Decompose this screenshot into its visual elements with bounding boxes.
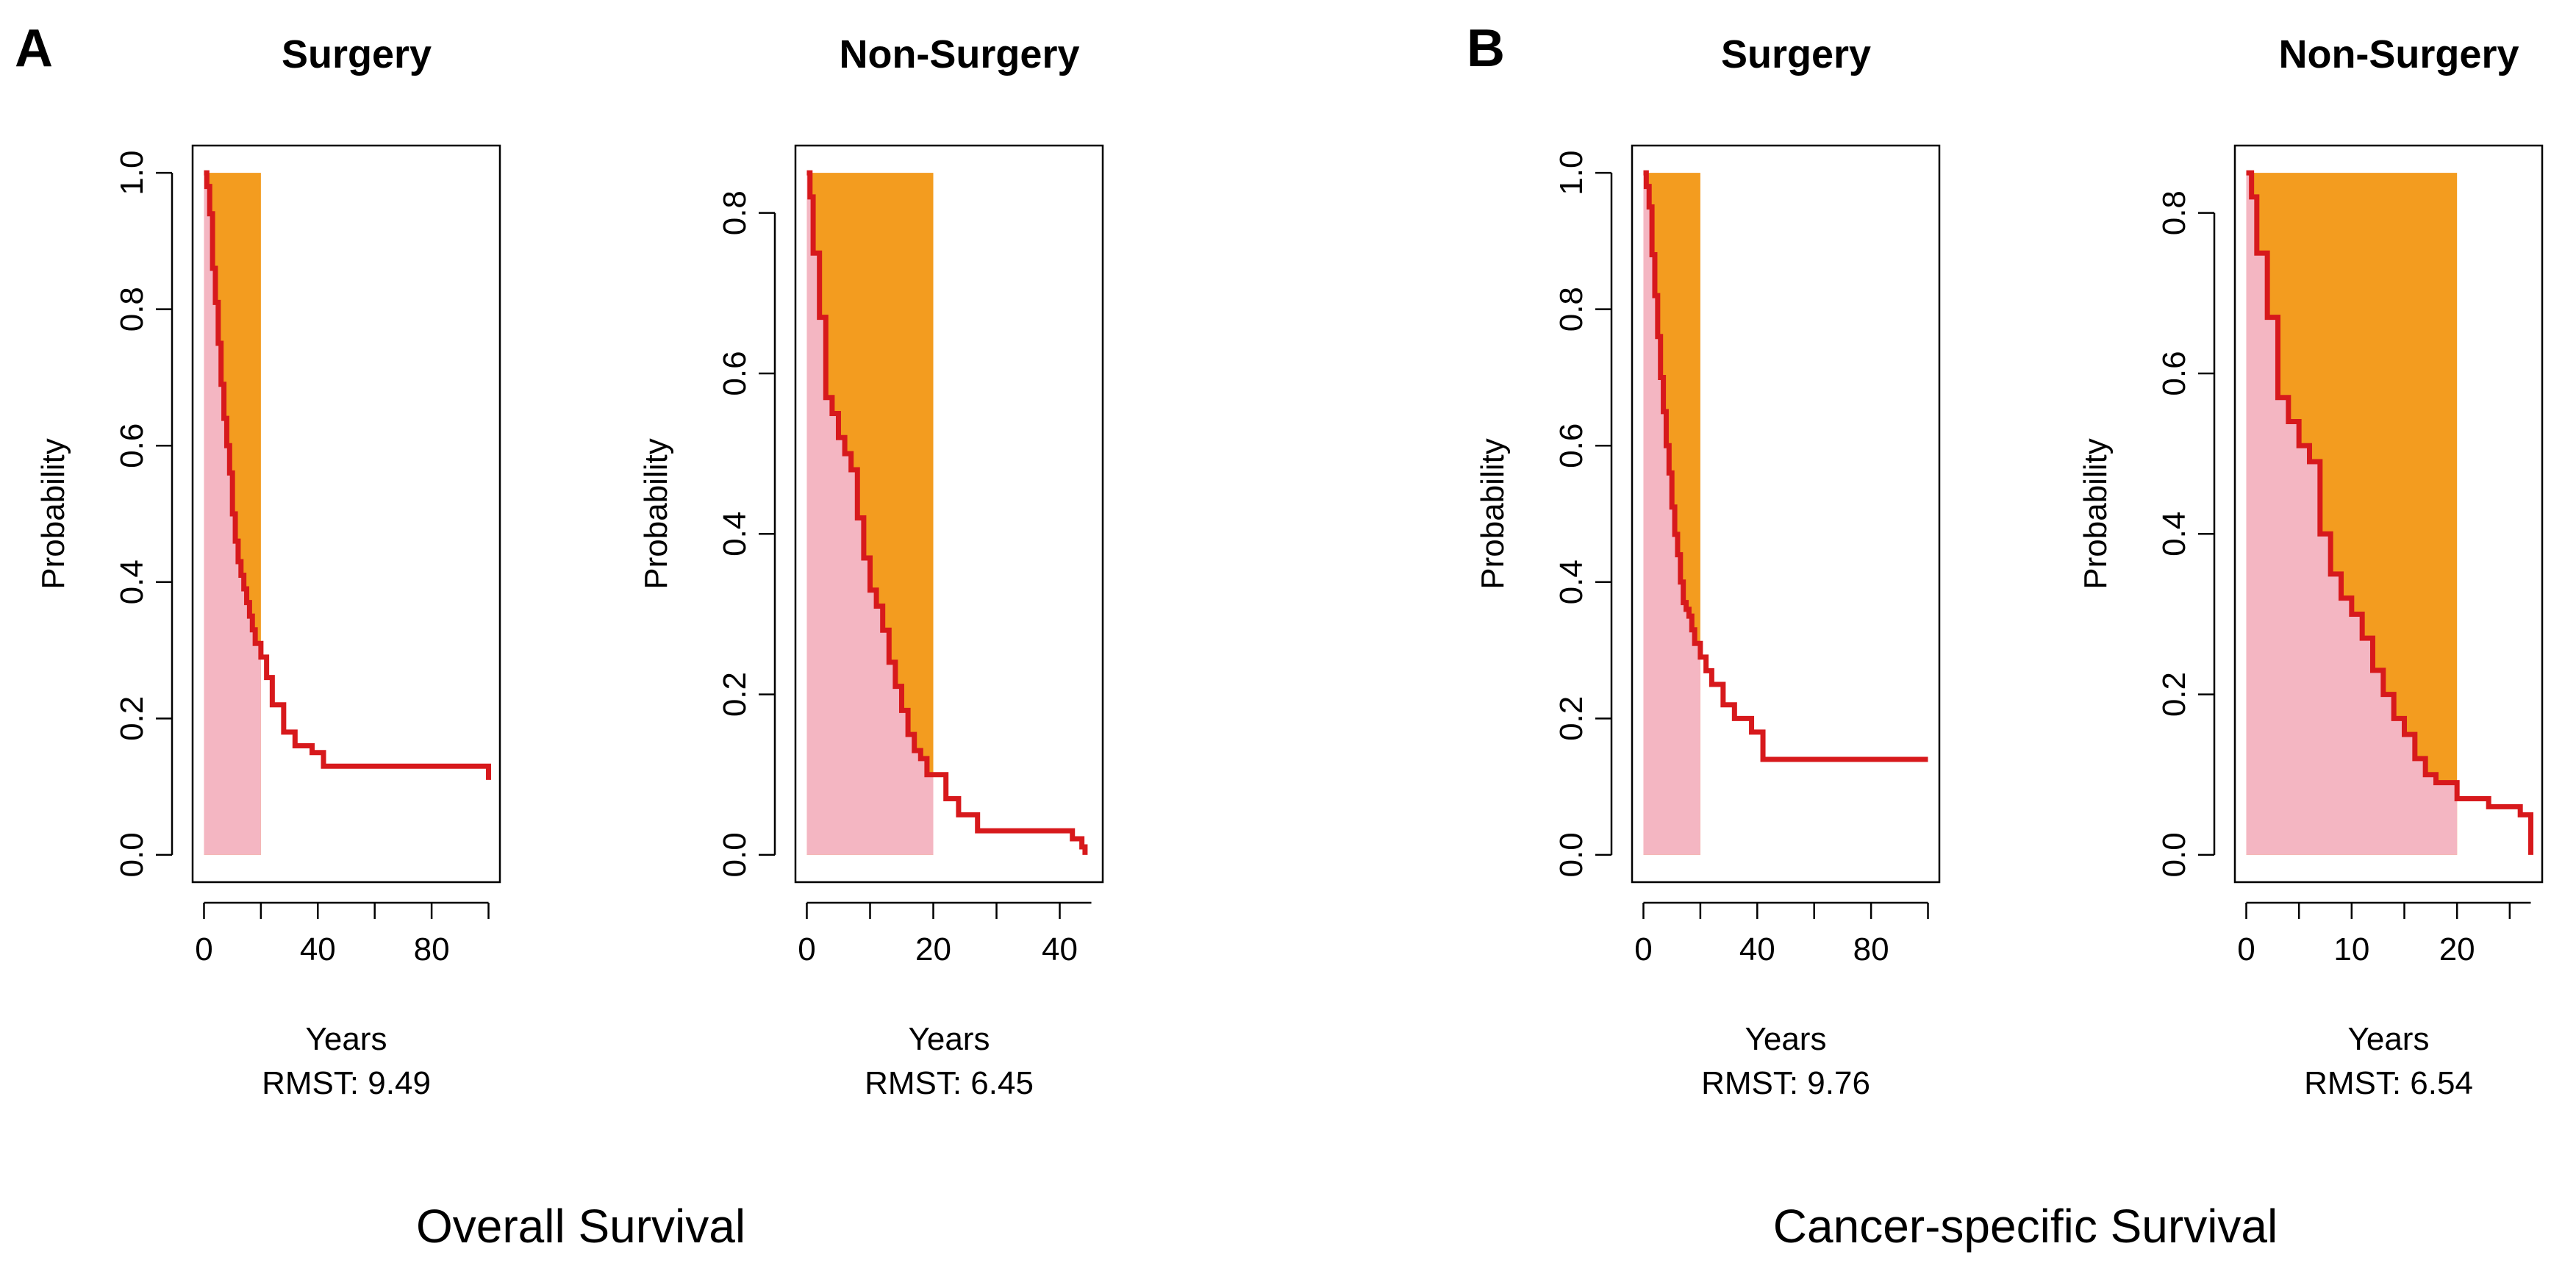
area-under-curve [2246, 173, 2458, 855]
y-axis-title: Probability [2078, 438, 2114, 589]
plot-b-non-surgery: 0 10 20 0.0 0.2 0.4 0.6 0.8 Probability Years RMST… [2078, 32, 2544, 1101]
y-axis-title: Probability [638, 438, 674, 589]
x-tick-label: 80 [1853, 931, 1889, 967]
y-tick-label: 0.0 [2156, 832, 2192, 877]
x-axis-title: Years [306, 1021, 387, 1057]
panel-letter-a: A [15, 19, 53, 78]
area-under-curve [1643, 173, 1700, 855]
group-label-overall-survival: Overall Survival [416, 1200, 745, 1253]
y-tick-label: 0.6 [114, 423, 150, 468]
y-axis-title: Probability [35, 438, 71, 589]
y-tick-label: 0.2 [1553, 696, 1589, 741]
plot-frame [794, 144, 1104, 884]
plot-a-non-surgery: 0 20 40 0.0 0.2 0.4 0.6 0.8 Probability Years RMST… [638, 32, 1104, 1101]
y-tick-label: 1.0 [114, 151, 150, 196]
plot-title: Non-Surgery [839, 32, 1079, 76]
x-axis-title: Years [2348, 1021, 2430, 1057]
y-tick-label: 0.0 [717, 832, 753, 877]
x-axis-title: Years [1745, 1021, 1827, 1057]
y-tick-label: 0.2 [2156, 672, 2192, 717]
plot-title: Surgery [1721, 32, 1871, 76]
rmst-label: RMST: 6.54 [2304, 1065, 2473, 1101]
plot-frame [1631, 144, 1941, 884]
y-tick-label: 0.4 [1553, 559, 1589, 604]
x-tick-label: 10 [2333, 931, 2369, 967]
x-tick-label: 20 [915, 931, 951, 967]
survival-curve [1643, 170, 1928, 762]
plot-title: Surgery [282, 32, 432, 76]
survival-curve [2246, 170, 2534, 855]
x-tick-label: 80 [414, 931, 450, 967]
panel-letter-b: B [1467, 19, 1505, 78]
x-tick-label: 40 [300, 931, 336, 967]
y-tick-label: 0.6 [717, 351, 753, 395]
y-tick-label: 0.0 [114, 832, 150, 877]
x-tick-label: 20 [2439, 931, 2475, 967]
x-tick-label: 0 [2237, 931, 2255, 967]
x-tick-label: 0 [798, 931, 815, 967]
group-label-cancer-specific-survival: Cancer-specific Survival [1773, 1200, 2278, 1253]
y-tick-label: 0.8 [717, 190, 753, 235]
x-tick-label: 40 [1042, 931, 1078, 967]
y-tick-label: 0.2 [717, 672, 753, 717]
y-tick-label: 0.4 [2156, 512, 2192, 556]
x-axis-title: Years [909, 1021, 990, 1057]
y-tick-label: 0.8 [1553, 287, 1589, 332]
y-axis-title: Probability [1475, 438, 1511, 589]
area-under-curve [806, 173, 934, 855]
y-tick-label: 0.6 [2156, 351, 2192, 395]
rmst-label: RMST: 9.76 [1701, 1065, 1870, 1101]
x-tick-label: 0 [195, 931, 212, 967]
x-tick-label: 0 [1634, 931, 1652, 967]
plot-title: Non-Surgery [2278, 32, 2519, 76]
y-tick-label: 0.2 [114, 696, 150, 741]
rmst-label: RMST: 9.49 [262, 1065, 431, 1101]
y-tick-label: 1.0 [1553, 151, 1589, 196]
y-tick-label: 0.6 [1553, 423, 1589, 468]
y-tick-label: 0.8 [2156, 190, 2192, 235]
rmst-label: RMST: 6.45 [865, 1065, 1034, 1101]
plot-b-surgery: 0 40 80 0.0 0.2 0.4 0.6 0.8 1.0 Probability Years R… [1475, 32, 1941, 1101]
survival-curve [806, 170, 1088, 855]
plot-frame [2233, 144, 2544, 884]
plot-frame [191, 144, 501, 884]
plot-a-surgery: 0 40 80 0.0 0.2 0.4 0.6 0.8 1.0 Probability Years R… [35, 32, 501, 1101]
y-tick-label: 0.4 [717, 512, 753, 556]
y-tick-label: 0.0 [1553, 832, 1589, 877]
survival-curve [204, 170, 492, 780]
y-tick-label: 0.4 [114, 559, 150, 604]
x-tick-label: 40 [1739, 931, 1775, 967]
y-tick-label: 0.8 [114, 287, 150, 332]
